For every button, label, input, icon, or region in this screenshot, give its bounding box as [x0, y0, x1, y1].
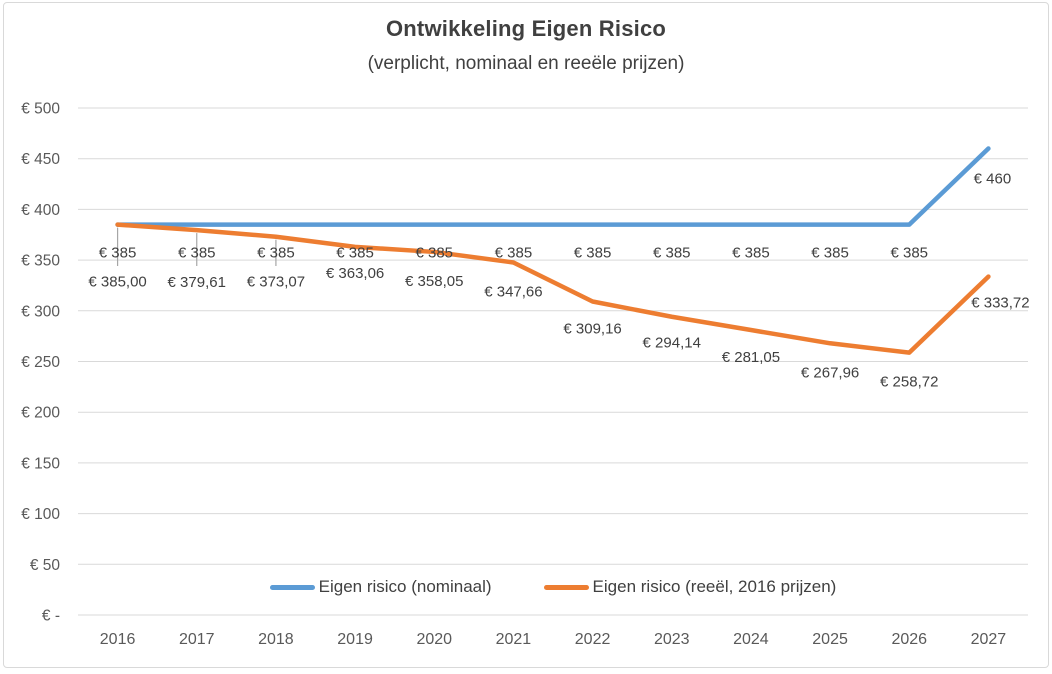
x-axis-tick-label: 2016	[100, 631, 136, 648]
legend-item-nominaal: Eigen risico (nominaal)	[269, 577, 492, 597]
data-label-nominaal: € 385	[653, 245, 691, 262]
data-label-reeel: € 258,72	[880, 374, 938, 391]
x-axis-tick-label: 2027	[971, 631, 1007, 648]
legend-line-swatch-orange	[543, 584, 589, 590]
x-axis-tick-label: 2017	[179, 631, 215, 648]
y-axis-tick-label: € 350	[21, 253, 60, 270]
x-axis-tick-label: 2023	[654, 631, 690, 648]
data-label-reeel: € 281,05	[722, 349, 780, 366]
data-label-nominaal: € 385	[336, 245, 374, 262]
y-axis-tick-label: € 500	[21, 101, 60, 118]
legend-line-swatch-blue	[269, 584, 315, 590]
x-axis-tick-label: 2024	[733, 631, 769, 648]
data-label-reeel: € 333,72	[971, 295, 1029, 312]
y-axis-tick-label: € 250	[21, 354, 60, 371]
x-axis-tick-label: 2022	[575, 631, 611, 648]
data-label-nominaal: € 385	[99, 245, 137, 262]
x-axis-tick-label: 2019	[337, 631, 373, 648]
data-label-nominaal: € 385	[495, 245, 533, 262]
y-axis-tick-label: € 300	[21, 303, 60, 320]
y-axis-tick-label: € 150	[21, 455, 60, 472]
data-label-nominaal: € 460	[974, 171, 1012, 188]
x-axis-tick-label: 2021	[496, 631, 532, 648]
legend-label-reeel: Eigen risico (reeël, 2016 prijzen)	[592, 577, 837, 596]
y-axis-tick-label: € 200	[21, 405, 60, 422]
series-line-reeel	[115, 222, 991, 355]
data-label-reeel: € 309,16	[563, 321, 621, 338]
data-label-reeel: € 379,61	[168, 274, 226, 291]
data-label-reeel: € 385,00	[88, 274, 146, 291]
data-label-nominaal: € 385	[732, 245, 770, 262]
legend: Eigen risico (nominaal) Eigen risico (re…	[78, 577, 1028, 597]
legend-item-reeel: Eigen risico (reeël, 2016 prijzen)	[543, 577, 837, 597]
data-label-nominaal: € 385	[890, 245, 928, 262]
data-label-nominaal: € 385	[574, 245, 612, 262]
x-axis-tick-label: 2018	[258, 631, 294, 648]
chart-subtitle: (verplicht, nominaal en reeële prijzen)	[367, 53, 685, 74]
y-axis-tick-label: € 100	[21, 506, 60, 523]
data-label-nominaal: € 385	[415, 245, 453, 262]
y-axis-tick-label: € 50	[30, 557, 61, 574]
data-label-reeel: € 294,14	[643, 335, 701, 352]
x-axis-tick-label: 2025	[812, 631, 848, 648]
y-axis-tick-label: € -	[42, 608, 60, 625]
x-axis-tick-label: 2026	[891, 631, 927, 648]
data-label-reeel: € 347,66	[484, 283, 542, 300]
y-axis-tick-label: € 400	[21, 202, 60, 219]
data-label-reeel: € 363,06	[326, 265, 384, 282]
data-label-reeel: € 373,07	[247, 274, 305, 291]
data-label-nominaal: € 385	[257, 245, 295, 262]
data-label-nominaal: € 385	[178, 245, 216, 262]
series-line-nominaal	[115, 146, 991, 227]
data-label-reeel: € 267,96	[801, 364, 859, 381]
legend-label-nominaal: Eigen risico (nominaal)	[318, 577, 492, 596]
chart-title: Ontwikkeling Eigen Risico	[385, 16, 667, 41]
data-label-reeel: € 358,05	[405, 273, 463, 290]
chart-frame	[3, 2, 1049, 668]
y-axis-tick-label: € 450	[21, 151, 60, 168]
data-label-nominaal: € 385	[811, 245, 849, 262]
x-axis-tick-label: 2020	[416, 631, 452, 648]
